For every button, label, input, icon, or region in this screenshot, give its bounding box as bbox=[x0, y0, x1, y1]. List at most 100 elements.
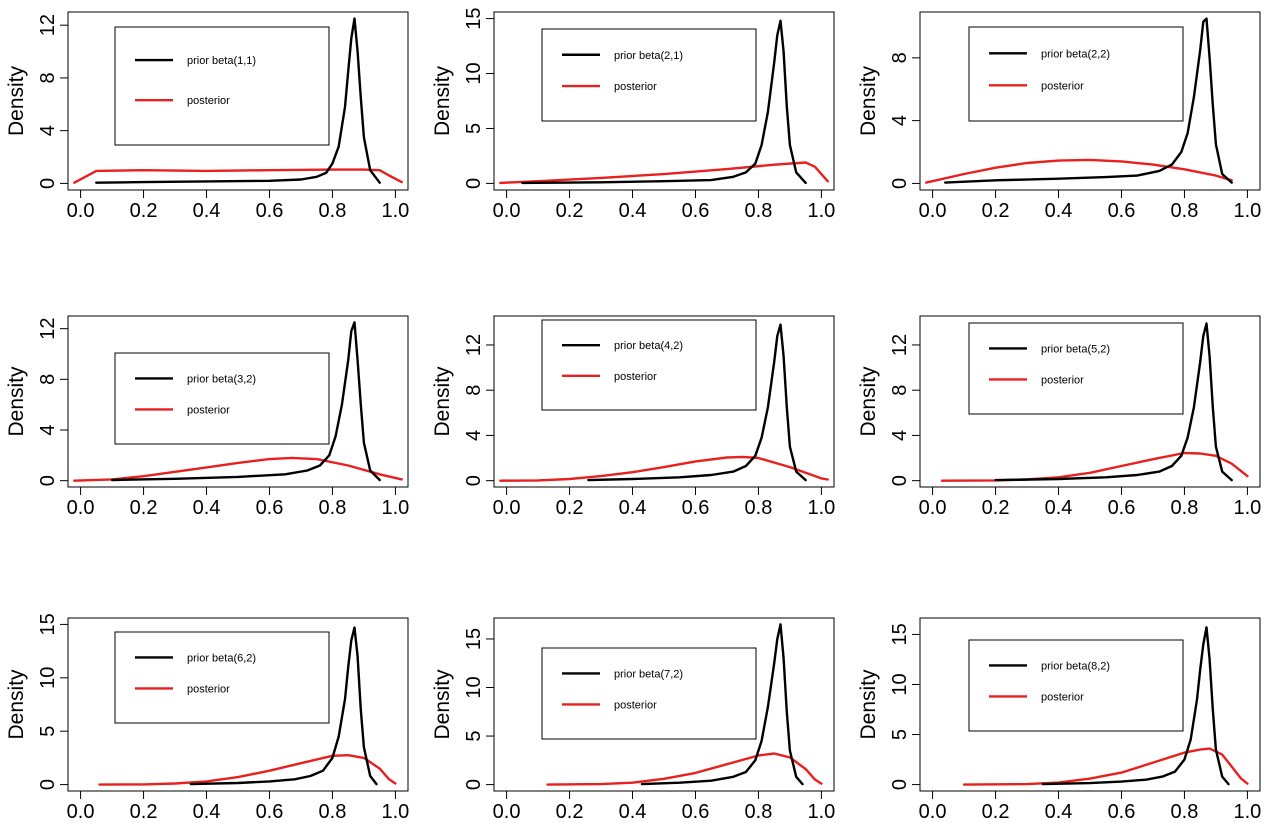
y-tick-label: 8 bbox=[37, 374, 59, 385]
legend-label: posterior bbox=[187, 95, 230, 107]
prior-density-line bbox=[189, 626, 378, 786]
legend-label: posterior bbox=[614, 371, 657, 383]
y-tick-label: 8 bbox=[889, 385, 911, 396]
legend-label: prior beta(8,2) bbox=[1041, 660, 1110, 672]
y-tick-label: 8 bbox=[463, 385, 485, 396]
y-tick-label: 12 bbox=[463, 334, 485, 356]
y-axis-label: Density bbox=[5, 366, 28, 437]
plot-frame bbox=[67, 617, 409, 792]
chart-panel: 0.0 0.2 0.4 0.6 0.8 1.0 0 5 10 15 Density prior bet… bbox=[5, 613, 409, 823]
plot-frame bbox=[493, 11, 835, 191]
legend-label: posterior bbox=[187, 683, 230, 695]
y-tick-label: 10 bbox=[37, 667, 59, 689]
x-tick-label: 0.8 bbox=[319, 200, 347, 222]
legend: prior beta(7,2) posterior bbox=[541, 647, 757, 740]
x-tick-label: 0.6 bbox=[1108, 200, 1136, 222]
posterior-density-line bbox=[962, 747, 1249, 786]
x-tick-label: 0.2 bbox=[130, 497, 158, 519]
x-tick-label: 0.4 bbox=[193, 497, 221, 519]
x-tick-label: 0.2 bbox=[982, 497, 1010, 519]
y-tick-label: 12 bbox=[37, 14, 59, 36]
x-tick-label: 0.6 bbox=[256, 200, 284, 222]
chart-panel: 0.0 0.2 0.4 0.6 0.8 1.0 0 5 10 15 Density prior bet… bbox=[431, 7, 835, 222]
legend-box bbox=[541, 319, 757, 411]
y-tick-label: 15 bbox=[37, 613, 59, 635]
y-axis-label: Density bbox=[857, 65, 880, 136]
x-tick-label: 0.6 bbox=[256, 497, 284, 519]
y-axis-label: Density bbox=[431, 669, 454, 740]
legend-box bbox=[968, 26, 1184, 122]
x-tick-label: 1.0 bbox=[382, 497, 410, 519]
x-tick-label: 0.0 bbox=[493, 801, 521, 823]
y-tick-label: 8 bbox=[37, 72, 59, 83]
legend-box bbox=[968, 322, 1184, 415]
y-tick-label: 12 bbox=[889, 334, 911, 356]
legend-box bbox=[114, 631, 330, 724]
x-tick-label: 0.8 bbox=[745, 801, 773, 823]
y-tick-label: 15 bbox=[463, 7, 485, 29]
legend-label: posterior bbox=[1041, 80, 1084, 92]
x-tick-label: 0.4 bbox=[619, 497, 647, 519]
legend-label: prior beta(4,2) bbox=[614, 340, 683, 352]
y-tick-label: 8 bbox=[889, 52, 911, 63]
legend-label: prior beta(2,1) bbox=[614, 50, 683, 62]
y-tick-label: 10 bbox=[889, 673, 911, 695]
x-tick-label: 0.4 bbox=[619, 200, 647, 222]
y-axis-label: Density bbox=[857, 366, 880, 437]
x-tick-label: 0.4 bbox=[193, 200, 221, 222]
legend: prior beta(2,1) posterior bbox=[541, 28, 757, 122]
y-tick-label: 15 bbox=[463, 628, 485, 650]
y-tick-label: 0 bbox=[463, 475, 485, 486]
plot-frame bbox=[919, 11, 1261, 191]
posterior-density-line bbox=[73, 168, 403, 184]
x-tick-label: 0.6 bbox=[682, 200, 710, 222]
x-tick-label: 0.2 bbox=[556, 801, 584, 823]
legend-label: prior beta(3,2) bbox=[187, 373, 256, 385]
y-axis-label: Density bbox=[431, 65, 454, 136]
x-tick-label: 0.0 bbox=[919, 801, 947, 823]
chart-panel: 0.0 0.2 0.4 0.6 0.8 1.0 0 4 8 12 Density prior beta… bbox=[857, 315, 1261, 519]
legend-label: posterior bbox=[1041, 374, 1084, 386]
x-tick-label: 0.8 bbox=[1171, 497, 1199, 519]
prior-density-line bbox=[95, 17, 381, 184]
x-tick-label: 0.6 bbox=[256, 801, 284, 823]
y-tick-label: 12 bbox=[37, 318, 59, 340]
chart-panel: 0.0 0.2 0.4 0.6 0.8 1.0 0 4 8 Density prior beta(2… bbox=[857, 11, 1261, 222]
y-axis-label: Density bbox=[5, 65, 28, 136]
legend: prior beta(6,2) posterior bbox=[114, 631, 330, 724]
x-tick-label: 0.4 bbox=[1045, 801, 1073, 823]
prior-density-line bbox=[944, 17, 1233, 184]
x-tick-label: 0.2 bbox=[982, 801, 1010, 823]
plot-frame bbox=[67, 11, 409, 191]
x-tick-label: 0.2 bbox=[556, 497, 584, 519]
x-tick-label: 0.8 bbox=[745, 497, 773, 519]
y-tick-label: 4 bbox=[37, 125, 59, 136]
x-tick-label: 0.0 bbox=[919, 497, 947, 519]
y-tick-label: 0 bbox=[889, 178, 911, 189]
chart-panel: 0.0 0.2 0.4 0.6 0.8 1.0 0 4 8 12 Density prior beta… bbox=[5, 11, 409, 222]
y-axis-label: Density bbox=[857, 669, 880, 740]
posterior-density-line bbox=[73, 456, 403, 482]
y-tick-label: 0 bbox=[37, 779, 59, 790]
x-tick-label: 0.0 bbox=[493, 497, 521, 519]
x-tick-label: 0.6 bbox=[1108, 801, 1136, 823]
prior-density-line bbox=[1041, 626, 1230, 786]
x-tick-label: 0.8 bbox=[745, 200, 773, 222]
prior-density-line bbox=[110, 321, 381, 482]
x-tick-label: 0.0 bbox=[67, 200, 95, 222]
legend-label: prior beta(5,2) bbox=[1041, 343, 1110, 355]
legend-label: posterior bbox=[614, 81, 657, 93]
x-tick-label: 0.8 bbox=[319, 497, 347, 519]
legend: prior beta(1,1) posterior bbox=[114, 26, 330, 146]
y-tick-label: 0 bbox=[37, 178, 59, 189]
x-tick-label: 0.8 bbox=[1171, 801, 1199, 823]
x-tick-label: 0.8 bbox=[319, 801, 347, 823]
posterior-density-line bbox=[925, 158, 1233, 184]
legend: prior beta(2,2) posterior bbox=[968, 26, 1184, 122]
legend: prior beta(5,2) posterior bbox=[968, 322, 1184, 415]
x-tick-label: 0.2 bbox=[130, 801, 158, 823]
legend-box bbox=[541, 28, 757, 122]
posterior-density-line bbox=[546, 752, 823, 786]
y-tick-label: 0 bbox=[37, 475, 59, 486]
y-tick-label: 5 bbox=[889, 729, 911, 740]
